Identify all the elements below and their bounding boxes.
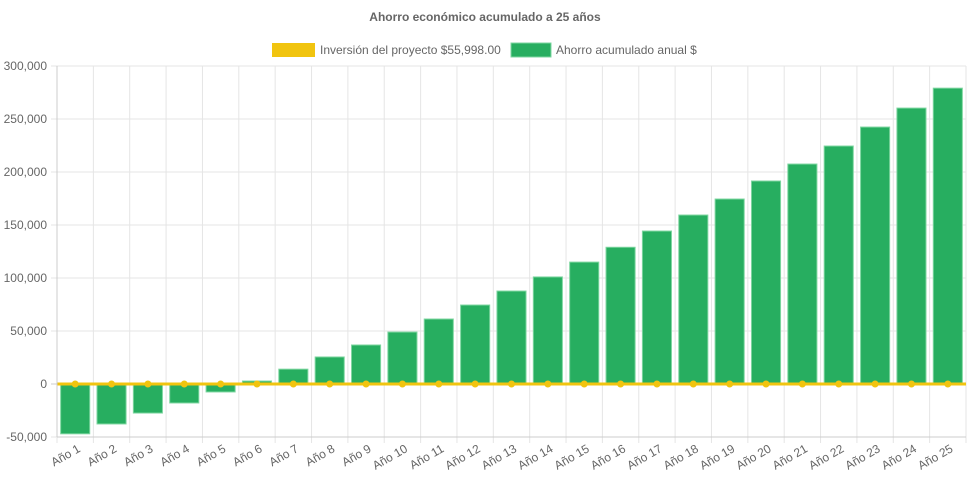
bar [823, 145, 854, 385]
line-point [944, 380, 952, 388]
line-point [544, 380, 552, 388]
x-tick-label: Año 3 [121, 441, 155, 469]
line-point [653, 380, 661, 388]
line-point [435, 380, 443, 388]
chart-title: Ahorro económico acumulado a 25 años [369, 10, 601, 24]
x-tick-label: Año 16 [588, 441, 628, 472]
x-tick-label: Año 2 [85, 441, 119, 469]
bar [787, 163, 818, 385]
bar [532, 276, 563, 385]
x-tick-label: Año 22 [806, 441, 846, 472]
line-point [726, 380, 734, 388]
bar [678, 214, 709, 385]
x-tick-label: Año 10 [370, 441, 410, 472]
bar [932, 87, 963, 385]
y-tick-label: 200,000 [4, 165, 48, 179]
x-tick-label: Año 17 [624, 441, 664, 472]
bar [496, 290, 527, 385]
y-tick-label: 250,000 [4, 112, 48, 126]
bar [860, 126, 891, 385]
bar [387, 331, 418, 385]
line-point [217, 380, 225, 388]
x-tick-label: Año 5 [194, 441, 228, 469]
x-tick-label: Año 4 [158, 441, 192, 469]
x-tick-label: Año 1 [49, 441, 83, 469]
x-tick-label: Año 13 [479, 441, 519, 472]
legend-swatch-ahorro [510, 42, 552, 58]
line-point [798, 380, 806, 388]
x-tick-label: Año 25 [915, 441, 955, 472]
x-tick-label: Año 7 [267, 441, 301, 469]
x-tick-label: Año 19 [697, 441, 737, 472]
line-point [180, 380, 188, 388]
line-point [398, 380, 406, 388]
bar [132, 383, 163, 414]
line-point [144, 380, 152, 388]
grid [51, 65, 967, 443]
bar [641, 230, 672, 385]
legend-label-ahorro: Ahorro acumulado anual $ [556, 43, 697, 57]
bar [96, 383, 127, 425]
bar [351, 344, 382, 385]
x-tick-label: Año 12 [443, 441, 483, 472]
y-tick-label: 300,000 [4, 59, 48, 73]
x-tick-label: Año 9 [339, 441, 373, 469]
line-point [108, 380, 116, 388]
line-point [871, 380, 879, 388]
bar [750, 180, 782, 385]
x-tick-label: Año 20 [734, 441, 774, 472]
legend-label-inversion: Inversión del proyecto $55,998.00 [320, 43, 501, 57]
bar [896, 107, 927, 385]
x-tick-label: Año 11 [407, 441, 446, 472]
x-tick-label: Año 15 [552, 441, 592, 472]
bar [714, 198, 745, 385]
line-point [508, 380, 515, 388]
y-tick-label: 100,000 [4, 271, 48, 285]
x-tick-label: Año 6 [230, 441, 264, 469]
x-tick-label: Año 21 [770, 441, 810, 472]
y-tick-label: -50,000 [6, 430, 47, 444]
x-tick-label: Año 24 [879, 441, 919, 472]
line-point [762, 380, 770, 388]
bars [60, 87, 963, 435]
line-point [835, 380, 843, 388]
x-tick-label: Año 8 [303, 441, 337, 469]
x-tick-label: Año 14 [515, 441, 555, 472]
line-point [326, 380, 334, 388]
line-point [71, 380, 79, 388]
line-point [253, 380, 261, 388]
bar [460, 304, 491, 385]
y-tick-label: 0 [40, 377, 47, 391]
line-point [580, 380, 588, 388]
line-point [907, 380, 915, 388]
legend-swatch-inversion [272, 43, 315, 57]
bar [605, 246, 636, 385]
line-point [362, 380, 370, 388]
legend: Inversión del proyecto $55,998.00 Ahorro … [272, 42, 697, 58]
line-point [689, 380, 697, 388]
bar [60, 383, 91, 435]
line-point [617, 380, 625, 388]
line-series [57, 380, 966, 388]
y-tick-label: 50,000 [10, 324, 47, 338]
line-point [471, 380, 479, 388]
bar [569, 261, 600, 385]
y-tick-label: 150,000 [4, 218, 48, 232]
line-point [289, 380, 297, 388]
bar [314, 356, 345, 385]
x-tick-label: Año 18 [661, 441, 701, 472]
bar [423, 318, 454, 385]
x-tick-label: Año 23 [843, 441, 883, 472]
